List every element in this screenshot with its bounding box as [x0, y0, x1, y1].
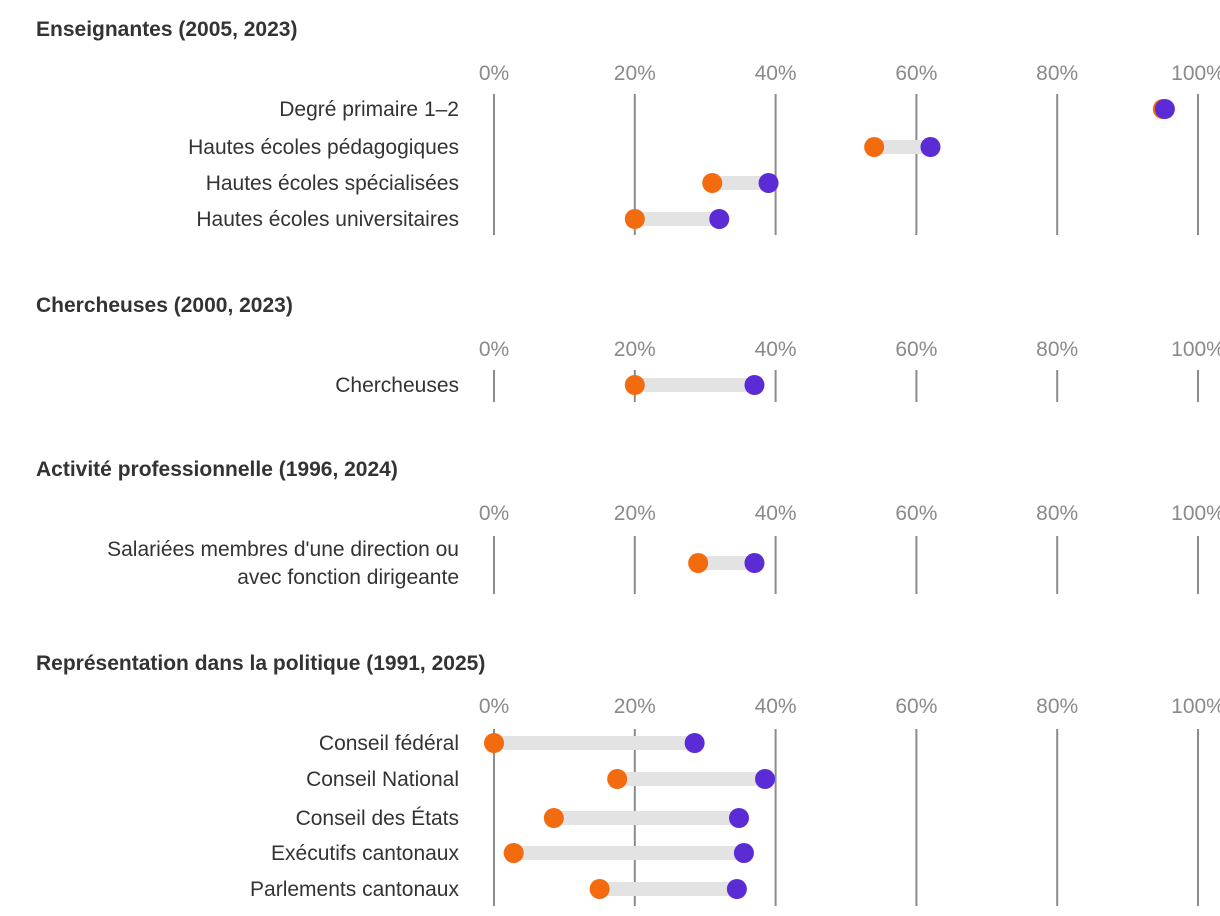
row-label: Salariées membres d'une direction ou: [107, 538, 459, 561]
row-label: Hautes écoles spécialisées: [206, 172, 459, 195]
row-label: Degré primaire 1–2: [279, 98, 459, 121]
data-row: Degré primaire 1–2: [279, 98, 1175, 121]
start-dot: [624, 209, 645, 229]
tick-label: 80%: [1036, 695, 1078, 718]
tick-label: 0%: [479, 502, 509, 525]
tick-label: 20%: [614, 62, 656, 85]
end-dot: [709, 209, 730, 229]
start-dot: [589, 879, 610, 899]
end-dot: [758, 173, 779, 193]
start-dot: [607, 769, 628, 789]
tick-label: 80%: [1036, 338, 1078, 361]
tick-label: 60%: [895, 695, 937, 718]
row-label: Conseil fédéral: [319, 732, 459, 755]
end-dot: [1154, 99, 1175, 119]
section-3: Activité professionnelle (1996, 2024) 0% 2…: [36, 458, 1220, 594]
tick-label: 40%: [755, 62, 797, 85]
tick-label: 20%: [614, 695, 656, 718]
section-title: Enseignantes (2005, 2023): [36, 18, 297, 41]
start-dot: [484, 733, 504, 753]
data-row: Parlements cantonaux: [250, 878, 747, 901]
row-label: avec fonction dirigeante: [237, 566, 459, 589]
end-dot: [733, 843, 754, 863]
end-dot: [744, 553, 765, 573]
row-label: Conseil des États: [296, 807, 459, 830]
start-dot: [543, 808, 564, 828]
tick-label: 20%: [614, 338, 656, 361]
tick-label: 100%: [1171, 62, 1220, 85]
start-dot: [688, 553, 709, 573]
section-2: Chercheuses (2000, 2023) 0% 20% 40% 60% 80% 10…: [36, 294, 1220, 402]
start-dot: [864, 137, 885, 157]
data-row: Conseil National: [306, 768, 776, 791]
end-dot: [728, 808, 749, 828]
section-title: Chercheuses (2000, 2023): [36, 294, 293, 317]
section-4: Représentation dans la politique (1991, …: [36, 652, 1220, 906]
row-label: Conseil National: [306, 768, 459, 791]
data-row: Salariées membres d'une direction ou avec…: [107, 538, 765, 589]
row-label: Hautes écoles pédagogiques: [188, 136, 459, 159]
end-dot: [726, 879, 747, 899]
data-row: Conseil fédéral: [319, 732, 705, 755]
data-row: Hautes écoles spécialisées: [206, 172, 779, 195]
end-dot: [920, 137, 941, 157]
tick-label: 60%: [895, 62, 937, 85]
data-row: Chercheuses: [335, 374, 765, 397]
start-dot: [702, 173, 723, 193]
tick-label: 100%: [1171, 502, 1220, 525]
row-label: Exécutifs cantonaux: [271, 842, 459, 865]
tick-label: 100%: [1171, 695, 1220, 718]
row-label: Chercheuses: [335, 374, 459, 397]
tick-label: 100%: [1171, 338, 1220, 361]
tick-label: 60%: [895, 338, 937, 361]
tick-label: 60%: [895, 502, 937, 525]
start-dot: [624, 375, 645, 395]
tick-label: 40%: [755, 695, 797, 718]
row-label: Parlements cantonaux: [250, 878, 459, 901]
tick-label: 80%: [1036, 502, 1078, 525]
tick-label: 0%: [479, 62, 509, 85]
section-title: Activité professionnelle (1996, 2024): [36, 458, 398, 481]
data-row: Hautes écoles universitaires: [196, 208, 730, 231]
row-label: Hautes écoles universitaires: [196, 208, 459, 231]
end-dot: [744, 375, 765, 395]
tick-label: 40%: [755, 338, 797, 361]
data-row: Exécutifs cantonaux: [271, 842, 754, 865]
end-dot: [755, 769, 776, 789]
tick-label: 0%: [479, 695, 509, 718]
tick-label: 80%: [1036, 62, 1078, 85]
start-dot: [503, 843, 524, 863]
tick-label: 20%: [614, 502, 656, 525]
end-dot: [684, 733, 705, 753]
section-title: Représentation dans la politique (1991, …: [36, 652, 485, 675]
data-row: Hautes écoles pédagogiques: [188, 136, 941, 159]
section-1: Enseignantes (2005, 2023) 0% 20% 40% 60% 80% 1…: [36, 18, 1220, 235]
data-row: Conseil des États: [296, 807, 749, 830]
tick-label: 0%: [479, 338, 509, 361]
tick-label: 40%: [755, 502, 797, 525]
